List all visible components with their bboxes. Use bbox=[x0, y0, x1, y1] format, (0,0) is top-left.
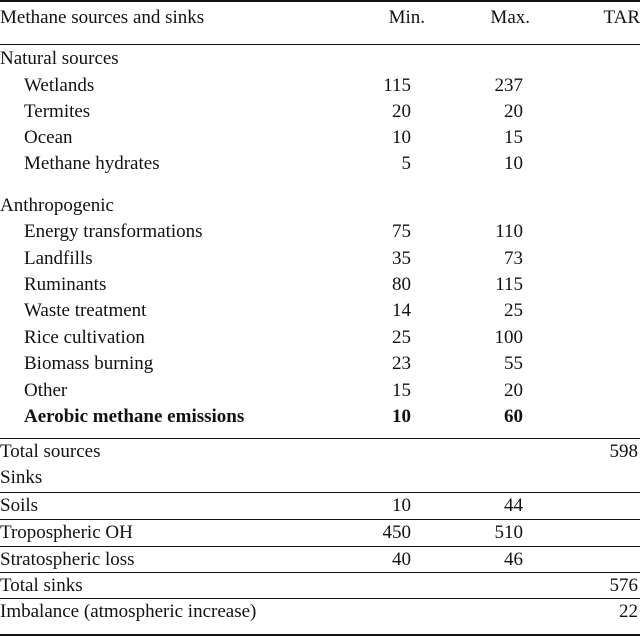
row-label: Biomass burning bbox=[24, 353, 154, 374]
row-label: Total sinks bbox=[0, 575, 83, 596]
row-min: 115 bbox=[383, 75, 411, 96]
table-row: Waste treatment 14 25 bbox=[0, 298, 640, 324]
row-max: 46 bbox=[504, 549, 523, 570]
row-label: Wetlands bbox=[24, 75, 95, 96]
row-min: 15 bbox=[392, 380, 411, 401]
row-label: Aerobic methane emissions bbox=[24, 406, 245, 427]
row-max: 10 bbox=[504, 153, 523, 174]
row-max: 15 bbox=[504, 127, 523, 148]
row-label: Imbalance (atmospheric increase) bbox=[0, 601, 257, 622]
row-max: 55 bbox=[504, 353, 523, 374]
row-min: 450 bbox=[382, 522, 412, 543]
table-row: Energy transformations 75 110 bbox=[0, 219, 640, 245]
row-min: 10 bbox=[392, 127, 411, 148]
table-row: Ruminants 80 115 bbox=[0, 272, 640, 298]
header-label: Methane sources and sinks bbox=[0, 7, 205, 28]
row-label: Waste treatment bbox=[24, 300, 147, 321]
row-min: 14 bbox=[392, 300, 411, 321]
table-row: Biomass burning 23 55 bbox=[0, 351, 640, 377]
table-row: Landfills 35 73 bbox=[0, 246, 640, 272]
row-label: Anthropogenic bbox=[0, 195, 114, 216]
row-label: Sinks bbox=[0, 467, 43, 488]
row-label: Natural sources bbox=[0, 48, 119, 69]
row-max: 73 bbox=[504, 248, 523, 269]
row-max: 110 bbox=[495, 221, 523, 242]
header-min: Min. bbox=[388, 7, 425, 28]
table-header-row: Methane sources and sinks Min. Max. TAR bbox=[0, 5, 640, 31]
table-row: Anthropogenic bbox=[0, 193, 640, 219]
row-label: Rice cultivation bbox=[24, 327, 145, 348]
table-row: Rice cultivation 25 100 bbox=[0, 325, 640, 351]
table-top-rule bbox=[0, 0, 640, 2]
row-label: Total sources bbox=[0, 441, 101, 462]
table-row: Ocean 10 15 bbox=[0, 125, 640, 151]
row-max: 44 bbox=[504, 495, 523, 516]
table-bottom-rule bbox=[0, 634, 640, 636]
table-row: Tropospheric OH 450 510 bbox=[0, 519, 640, 546]
row-label: Tropospheric OH bbox=[0, 522, 133, 543]
table-row: Sinks bbox=[0, 465, 640, 491]
row-label: Soils bbox=[0, 495, 39, 516]
table-row: Stratospheric loss 40 46 bbox=[0, 546, 640, 573]
row-min: 23 bbox=[392, 353, 411, 374]
row-max: 115 bbox=[495, 274, 523, 295]
row-label: Ocean bbox=[24, 127, 73, 148]
row-max: 510 bbox=[494, 522, 524, 543]
table-row: Soils 10 44 bbox=[0, 492, 640, 519]
table-row: Total sources 598 bbox=[0, 438, 640, 465]
row-min: 25 bbox=[392, 327, 411, 348]
row-min: 10 bbox=[392, 406, 411, 427]
row-min: 5 bbox=[401, 153, 412, 174]
row-tar: 22 bbox=[619, 601, 638, 622]
table-row: Aerobic methane emissions 10 60 bbox=[0, 404, 640, 430]
table-row: Natural sources bbox=[0, 46, 640, 72]
row-label: Stratospheric loss bbox=[0, 549, 135, 570]
header-tar: TAR bbox=[603, 7, 640, 28]
row-label: Energy transformations bbox=[24, 221, 203, 242]
row-label: Landfills bbox=[24, 248, 93, 269]
row-min: 80 bbox=[392, 274, 411, 295]
row-min: 10 bbox=[392, 495, 411, 516]
row-label: Methane hydrates bbox=[24, 153, 160, 174]
row-min: 40 bbox=[392, 549, 411, 570]
row-label: Other bbox=[24, 380, 68, 401]
row-min: 20 bbox=[392, 101, 411, 122]
table-row: Termites 20 20 bbox=[0, 99, 640, 125]
row-max: 237 bbox=[494, 75, 524, 96]
row-tar: 598 bbox=[609, 441, 639, 462]
table-header-rule bbox=[0, 44, 640, 45]
row-tar: 576 bbox=[609, 575, 639, 596]
table-row: Imbalance (atmospheric increase) 22 bbox=[0, 598, 640, 625]
table-row: Wetlands 115 237 bbox=[0, 73, 640, 99]
row-max: 100 bbox=[494, 327, 524, 348]
row-label: Termites bbox=[24, 101, 91, 122]
row-max: 25 bbox=[504, 300, 523, 321]
table-row: Total sinks 576 bbox=[0, 572, 640, 599]
header-max: Max. bbox=[490, 7, 530, 28]
table-row: Other 15 20 bbox=[0, 378, 640, 404]
row-label: Ruminants bbox=[24, 274, 107, 295]
row-max: 60 bbox=[504, 406, 523, 427]
row-max: 20 bbox=[504, 380, 523, 401]
table-row: Methane hydrates 5 10 bbox=[0, 151, 640, 177]
row-min: 75 bbox=[392, 221, 411, 242]
row-max: 20 bbox=[504, 101, 523, 122]
row-min: 35 bbox=[392, 248, 411, 269]
